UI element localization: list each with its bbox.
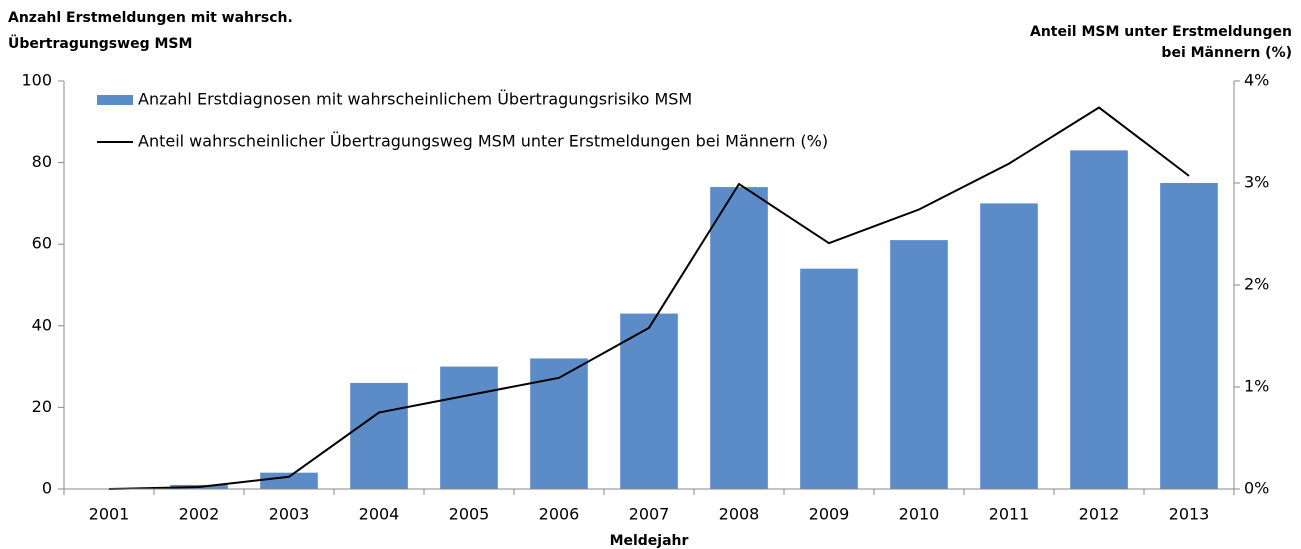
x-tick-label: 2002 xyxy=(179,505,220,524)
bar xyxy=(440,366,498,489)
x-tick-label: 2008 xyxy=(719,505,760,524)
y-tick-label: 40 xyxy=(32,315,52,334)
y2-tick-label: 4% xyxy=(1244,71,1269,90)
bar xyxy=(890,240,948,489)
line xyxy=(108,106,1190,490)
y-tick-label: 100 xyxy=(21,71,52,90)
x-tick-label: 2004 xyxy=(359,505,400,524)
bar xyxy=(350,382,408,489)
x-axis-title: Meldejahr xyxy=(610,533,689,549)
legend-label: Anteil wahrscheinlicher Übertragungsweg … xyxy=(138,132,828,151)
bar xyxy=(800,268,858,489)
y-axis-title: Anzahl Erstmeldungen mit wahrsch. xyxy=(8,10,293,26)
y2-tick-label: 1% xyxy=(1244,377,1269,396)
x-tick-label: 2003 xyxy=(269,505,310,524)
legend-label: Anzahl Erstdiagnosen mit wahrscheinliche… xyxy=(138,90,692,109)
y-tick-label: 80 xyxy=(32,152,52,171)
bar xyxy=(1160,183,1218,489)
x-tick-label: 2013 xyxy=(1169,505,1210,524)
x-tick-label: 2010 xyxy=(899,505,940,524)
x-tick-label: 2007 xyxy=(629,505,670,524)
x-tick-label: 2005 xyxy=(449,505,490,524)
legend-swatch xyxy=(97,95,133,105)
y-tick-label: 60 xyxy=(32,234,52,253)
y2-axis-title: bei Männern (%) xyxy=(1161,45,1292,61)
x-tick-label: 2009 xyxy=(809,505,850,524)
y2-axis-title: Anteil MSM unter Erstmeldungen xyxy=(1030,24,1292,40)
bar xyxy=(710,187,768,489)
y2-tick-label: 3% xyxy=(1244,173,1269,192)
x-tick-label: 2012 xyxy=(1079,505,1120,524)
y-axis-title: Übertragungsweg MSM xyxy=(8,34,192,52)
x-tick-label: 2011 xyxy=(989,505,1030,524)
bar xyxy=(620,313,678,489)
y-tick-label: 0 xyxy=(42,479,52,498)
x-tick-label: 2006 xyxy=(539,505,580,524)
x-tick-label: 2001 xyxy=(89,505,130,524)
y-tick-label: 20 xyxy=(32,397,52,416)
y2-tick-label: 0% xyxy=(1244,479,1269,498)
bar xyxy=(530,358,588,489)
bar xyxy=(260,472,318,489)
bar xyxy=(980,203,1038,489)
y2-tick-label: 2% xyxy=(1244,275,1269,294)
bar xyxy=(1070,150,1128,490)
